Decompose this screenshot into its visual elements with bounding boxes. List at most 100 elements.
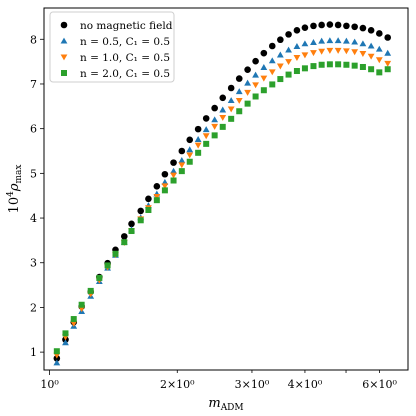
data-point <box>186 136 194 144</box>
x-tick-label: 10⁰ <box>40 378 59 391</box>
data-point <box>252 57 259 65</box>
data-point <box>244 66 251 73</box>
y-tick-label: 4 <box>30 212 37 225</box>
data-point <box>260 87 267 94</box>
data-point <box>227 97 235 104</box>
data-point <box>170 167 177 174</box>
data-point <box>228 115 235 122</box>
data-point <box>301 65 308 72</box>
x-axis-label: mADM <box>208 396 243 413</box>
data-point <box>359 40 367 47</box>
data-point <box>194 135 202 142</box>
data-point <box>161 183 169 190</box>
data-point <box>375 57 383 64</box>
data-point <box>128 228 135 235</box>
legend-marker <box>60 21 68 29</box>
data-point <box>186 146 194 153</box>
data-point <box>78 301 85 308</box>
data-point <box>351 23 358 31</box>
data-point <box>285 59 292 66</box>
data-point <box>343 61 350 68</box>
legend-marker <box>60 54 68 61</box>
y-tick-label: 5 <box>30 167 37 180</box>
y-tick-label: 2 <box>30 301 37 314</box>
data-point <box>53 348 60 355</box>
data-point <box>62 330 69 337</box>
data-point <box>326 61 333 68</box>
data-point <box>277 36 284 44</box>
data-point <box>301 24 309 31</box>
data-point <box>235 75 243 82</box>
y-tick-label: 7 <box>30 78 37 91</box>
data-point <box>293 55 301 62</box>
data-point <box>153 194 161 200</box>
data-point <box>178 162 186 169</box>
legend-label: no magnetic field <box>80 20 173 32</box>
data-point <box>87 287 94 294</box>
data-point <box>285 31 292 38</box>
data-point <box>244 89 251 96</box>
data-point <box>219 106 227 113</box>
data-point <box>170 159 177 166</box>
series-3 <box>53 61 391 355</box>
data-point <box>268 57 276 64</box>
data-point <box>376 69 383 76</box>
data-point <box>70 320 78 327</box>
data-point <box>326 47 334 54</box>
data-point <box>161 170 169 178</box>
data-point <box>301 40 309 47</box>
data-point <box>53 359 61 366</box>
legend-label: n = 2.0, C₁ = 0.5 <box>80 68 170 80</box>
plot-frame <box>43 7 409 371</box>
data-point <box>334 21 342 29</box>
y-tick-label: 6 <box>30 123 37 136</box>
data-point <box>334 47 342 54</box>
data-point <box>211 104 218 112</box>
data-point <box>203 140 210 147</box>
data-point <box>153 183 161 190</box>
legend-marker <box>60 37 68 44</box>
data-point <box>178 156 186 163</box>
data-point <box>145 195 152 203</box>
data-point <box>310 50 317 57</box>
data-point <box>186 152 194 159</box>
data-point <box>260 64 268 70</box>
x-tick-label: 6×10⁰ <box>362 378 397 391</box>
data-point <box>153 197 160 204</box>
data-point <box>128 220 135 228</box>
data-point <box>62 339 69 346</box>
data-point <box>359 24 367 32</box>
data-point <box>137 207 145 215</box>
data-point <box>375 45 383 52</box>
data-point <box>202 115 210 122</box>
data-point <box>121 239 128 246</box>
legend-frame <box>49 11 175 83</box>
data-point <box>367 27 375 34</box>
data-point <box>211 132 218 139</box>
data-point <box>351 49 359 56</box>
data-point <box>335 61 342 68</box>
data-point <box>236 108 243 115</box>
data-point <box>195 149 202 156</box>
data-point <box>219 94 227 102</box>
data-point <box>384 66 391 73</box>
data-point <box>161 187 168 194</box>
data-point <box>252 71 259 78</box>
legend: no magnetic field n = 0.5, C₁ = 0.5 n = 1.… <box>49 11 175 83</box>
data-point <box>260 75 268 82</box>
data-point <box>301 52 309 59</box>
data-point <box>359 51 367 57</box>
data-point <box>194 125 202 133</box>
plot-area <box>53 21 392 366</box>
x-tick-label: 3×10⁰ <box>235 378 270 391</box>
data-point <box>318 48 326 55</box>
data-point <box>376 30 383 37</box>
series-2 <box>53 47 392 359</box>
data-point <box>351 38 359 45</box>
data-point <box>318 61 325 68</box>
data-point <box>384 60 392 67</box>
data-point <box>112 250 119 257</box>
data-point <box>227 84 235 92</box>
data-point <box>276 63 284 70</box>
